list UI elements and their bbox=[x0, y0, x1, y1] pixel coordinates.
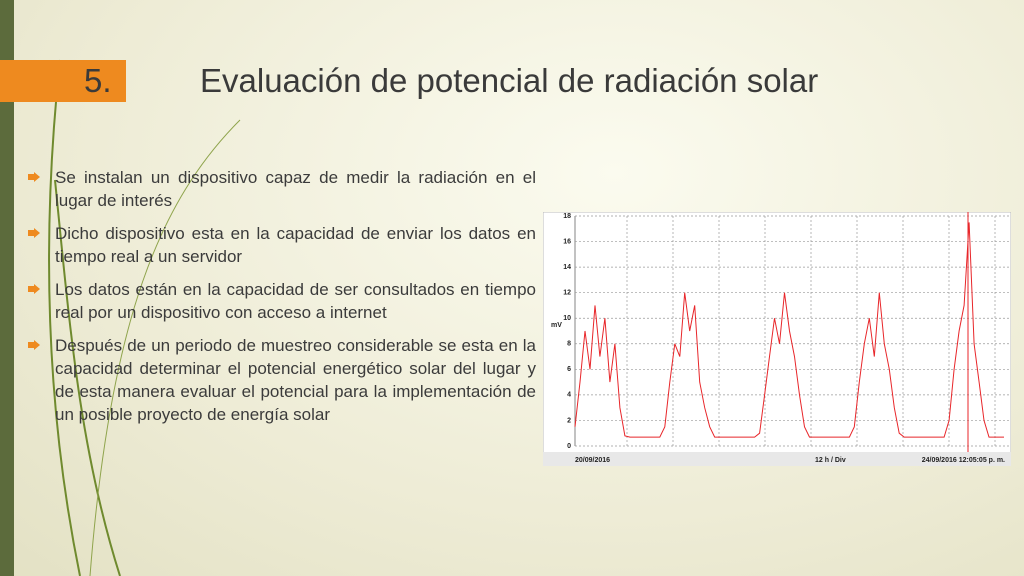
y-tick-label: 14 bbox=[563, 264, 571, 271]
chart-footer bbox=[543, 452, 1011, 466]
chart-frame bbox=[543, 212, 1011, 466]
bullet-text: Los datos están en la capacidad de ser c… bbox=[55, 280, 536, 322]
y-tick-label: 10 bbox=[563, 315, 571, 322]
y-tick-label: 0 bbox=[567, 443, 571, 450]
title-tab bbox=[0, 60, 126, 102]
y-tick-label: 12 bbox=[563, 290, 571, 297]
slide-number: 5. bbox=[84, 62, 112, 99]
bullet-icon bbox=[28, 228, 40, 238]
y-tick-label: 8 bbox=[567, 341, 571, 348]
bullet-icon bbox=[28, 340, 40, 350]
bullet: Después de un periodo de muestreo consid… bbox=[28, 334, 536, 426]
bullet-text: Se instalan un dispositivo capaz de medi… bbox=[55, 168, 536, 210]
bullet: Los datos están en la capacidad de ser c… bbox=[28, 278, 536, 324]
y-axis-label: mV bbox=[551, 322, 562, 329]
bullet-text: Dicho dispositivo esta en la capacidad d… bbox=[55, 224, 536, 266]
y-tick-label: 16 bbox=[563, 238, 571, 245]
slide-title: Evaluación de potencial de radiación sol… bbox=[200, 62, 819, 99]
y-tick-label: 18 bbox=[563, 213, 571, 220]
bullet: Se instalan un dispositivo capaz de medi… bbox=[28, 166, 536, 212]
y-tick-label: 6 bbox=[567, 366, 571, 373]
end-label: 24/09/2016 12:05:05 p. m. bbox=[922, 457, 1005, 464]
sidebar bbox=[0, 0, 14, 576]
bullet-icon bbox=[28, 172, 40, 182]
bullet-icon bbox=[28, 284, 40, 294]
y-tick-label: 2 bbox=[567, 417, 571, 424]
data-line bbox=[574, 222, 1004, 438]
bullet-text: Después de un periodo de muestreo consid… bbox=[55, 336, 536, 424]
bullet-list: Se instalan un dispositivo capaz de medi… bbox=[28, 166, 536, 436]
chart: mV 20/09/2016 12 h / Div 24/09/2016 12:0… bbox=[543, 212, 1011, 466]
bullet: Dicho dispositivo esta en la capacidad d… bbox=[28, 222, 536, 268]
start-label: 20/09/2016 bbox=[575, 457, 610, 464]
decorative-lines bbox=[47, 59, 241, 576]
y-tick-label: 4 bbox=[567, 392, 571, 399]
division-label: 12 h / Div bbox=[815, 457, 846, 464]
